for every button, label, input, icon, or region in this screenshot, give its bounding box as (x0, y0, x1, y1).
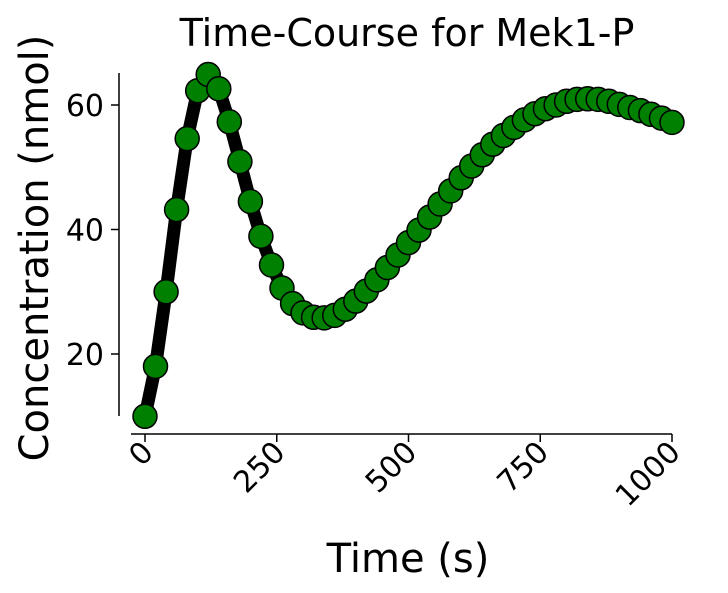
data-point (153, 279, 179, 305)
data-point (659, 109, 685, 136)
data-point (258, 252, 285, 278)
x-axis-label: Time (s) (326, 536, 490, 582)
x-tick-label: 250 (227, 435, 292, 500)
data-point (132, 403, 158, 430)
data-point (216, 109, 243, 135)
x-tick-label: 1000 (609, 435, 688, 514)
data-point (237, 188, 264, 215)
plot-area (132, 61, 685, 430)
y-tick-label: 20 (66, 338, 104, 373)
y-tick-label: 40 (66, 214, 104, 249)
y-tick-label: 60 (66, 89, 104, 124)
data-point (248, 223, 274, 250)
x-tick-label: 750 (491, 435, 556, 500)
x-tick-label: 0 (122, 435, 160, 473)
data-point (142, 353, 169, 380)
chart-title: Time-Course for Mek1-P (179, 11, 635, 55)
data-point (163, 196, 190, 223)
data-point (227, 148, 253, 175)
y-axis-label: Concentration (nmol) (12, 35, 58, 462)
data-point (174, 125, 200, 152)
data-point (206, 76, 232, 102)
x-tick-label: 500 (359, 435, 424, 500)
